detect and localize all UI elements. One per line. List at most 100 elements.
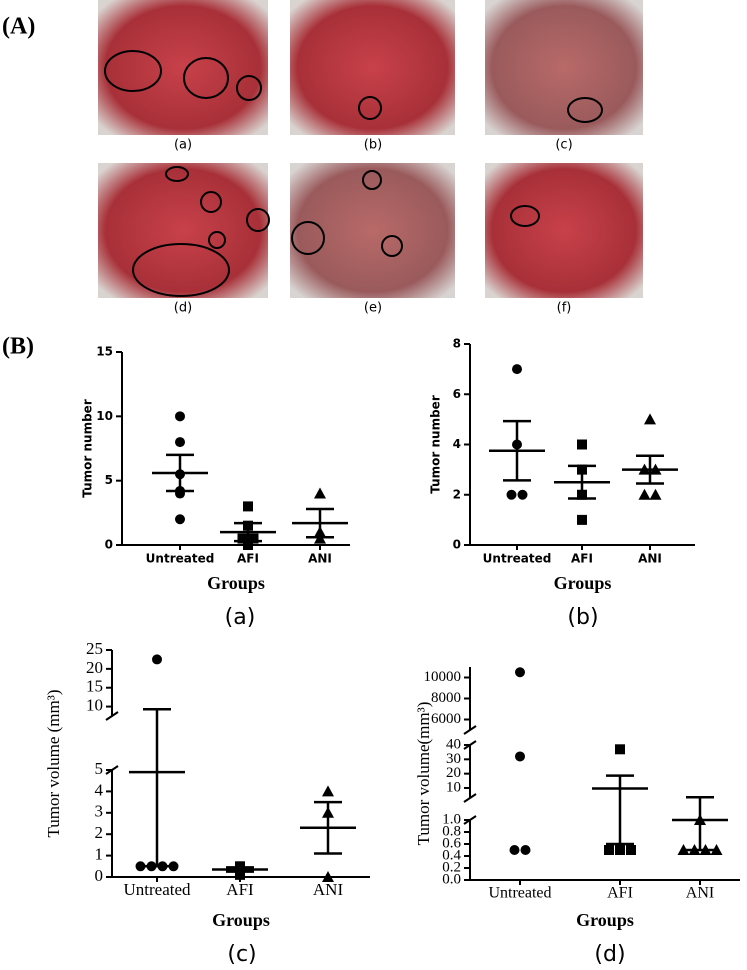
photo-label: (c) (555, 138, 572, 153)
y-tick-label: 4 (453, 437, 461, 451)
point (517, 489, 528, 500)
point (175, 514, 185, 525)
point (243, 540, 253, 550)
chart: 0 5 10 15 Untreated AFI ANI Tumor number Groups (… (81, 345, 350, 630)
y-axis-label: Tumor volume(mm³) (414, 702, 433, 846)
panel-label: (B) (2, 334, 34, 360)
point (314, 487, 326, 499)
point (512, 364, 522, 375)
point (615, 744, 625, 755)
y-tick-label: 25 (86, 639, 103, 658)
axis-break (105, 711, 119, 721)
y-tick-label: 10000 (424, 669, 462, 685)
photo-label: (b) (364, 138, 382, 153)
point (626, 845, 636, 855)
point (175, 437, 185, 448)
y-axis-label: Tumor number (81, 399, 95, 498)
y-tick-label: 0.8 (442, 823, 461, 839)
point (515, 751, 525, 762)
y-tick-label: 0 (95, 866, 104, 885)
y-tick-label: 1.0 (442, 811, 461, 827)
x-tick-label: ANI (686, 885, 714, 902)
y-tick-label: 0.0 (442, 871, 461, 887)
point (175, 411, 185, 422)
x-tick-label: AFI (571, 552, 593, 566)
caption: (b) (567, 605, 598, 630)
y-tick-label: 0.4 (442, 847, 461, 863)
x-axis-label: Groups (576, 910, 634, 930)
point (322, 785, 334, 797)
x-tick-label: ANI (638, 552, 662, 566)
y-tick-label: 0 (105, 538, 113, 552)
point (644, 413, 656, 425)
x-axis-label: Groups (554, 573, 612, 593)
x-axis-label: Groups (212, 910, 270, 930)
caption: (c) (227, 942, 256, 967)
y-tick-label: 40 (446, 736, 461, 752)
y-axis-label: Tumor number (429, 395, 443, 494)
y-tick-label: 2 (95, 823, 104, 842)
y-tick-label: 8 (453, 337, 461, 351)
y-tick-label: 0 (453, 538, 461, 552)
y-tick-label: 15 (96, 345, 113, 359)
point (506, 489, 517, 500)
photo-label: (f) (557, 301, 572, 316)
y-tick-label: 20 (86, 658, 103, 677)
x-tick-label: AFI (237, 552, 259, 566)
y-tick-label: 2 (453, 487, 461, 501)
y-tick-label: 0.2 (442, 859, 461, 875)
y-tick-label: 3 (95, 802, 104, 821)
y-tick-label: 10 (446, 779, 461, 795)
point (520, 845, 531, 855)
axis-break (463, 793, 477, 803)
photo (290, 0, 455, 135)
y-tick-label: 10 (86, 695, 103, 714)
y-tick-label: 10 (96, 409, 113, 423)
y-axis-label: Tumor volume (mm³) (44, 689, 63, 837)
photo-label: (e) (364, 301, 382, 316)
photo (98, 0, 268, 135)
y-tick-label: 15 (86, 677, 103, 696)
y-tick-label: 1 (95, 845, 104, 864)
caption: (d) (594, 942, 625, 967)
y-tick-label: 4 (95, 780, 104, 799)
x-tick-label: Untreated (488, 885, 551, 902)
y-tick-label: 30 (446, 751, 461, 767)
y-tick-label: 5 (95, 759, 104, 778)
photo (98, 163, 268, 298)
photos (98, 0, 643, 298)
x-tick-label: Untreated (123, 880, 191, 899)
x-tick-label: ANI (308, 552, 332, 566)
point (322, 871, 334, 882)
point (710, 844, 723, 855)
caption: (a) (225, 605, 256, 630)
point (168, 861, 179, 872)
point (604, 845, 614, 855)
point (237, 533, 248, 544)
y-tick-label: 8000 (431, 690, 461, 706)
point (515, 667, 525, 678)
x-tick-label: Untreated (146, 552, 215, 566)
photo (485, 163, 643, 298)
point (243, 501, 253, 512)
point (152, 654, 162, 665)
point (638, 488, 651, 500)
point (248, 533, 259, 544)
x-tick-label: Untreated (483, 552, 552, 566)
x-axis-label: Groups (207, 573, 265, 593)
photo-label: (d) (174, 301, 192, 316)
point (677, 844, 690, 855)
photo (485, 0, 643, 135)
point (577, 439, 587, 450)
y-tick-label: 6 (453, 387, 461, 401)
chart: 0 2 4 6 8 Untreated AFI ANI Tumor number Groups (b… (429, 337, 695, 630)
photo (290, 163, 455, 298)
photo-label: (a) (174, 138, 192, 153)
point (577, 514, 587, 525)
point (615, 845, 625, 855)
y-tick-label: 0.6 (442, 835, 461, 851)
y-tick-label: 20 (446, 765, 461, 781)
